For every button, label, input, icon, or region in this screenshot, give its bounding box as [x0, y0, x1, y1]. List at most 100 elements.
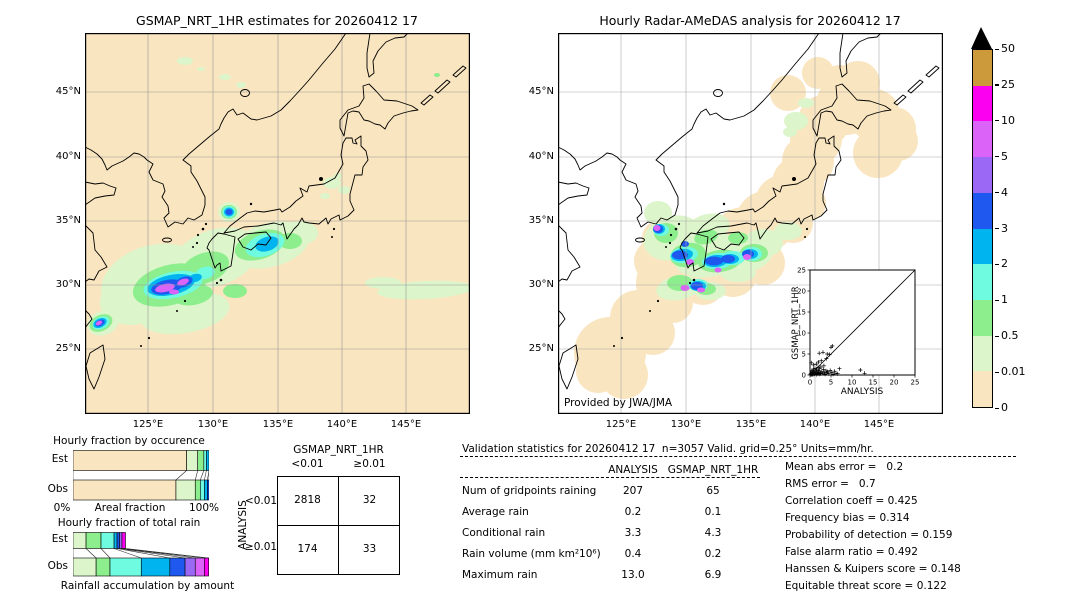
stats-col-analysis: ANALYSIS — [608, 464, 658, 476]
occurrence-axis-0: 0% — [53, 502, 71, 514]
credit-text: Provided by JWA/JMA — [564, 397, 673, 409]
left-map-lon-label: 135°E — [262, 419, 294, 430]
occurrence-axis-100: 100% — [188, 502, 220, 514]
bar-segment-est — [203, 450, 207, 471]
score-row: Mean abs error = 0.2 — [785, 461, 904, 473]
score-row: Correlation coeff = 0.425 — [785, 495, 918, 507]
occurrence-obs-label: Obs — [47, 483, 68, 495]
inset-xtick-label: 20 — [890, 379, 899, 387]
bar-segment-obs — [95, 557, 111, 577]
colorbar-tick-mark — [995, 335, 999, 337]
contingency-value-10: 174 — [297, 543, 318, 555]
inset-ytick-label: 10 — [797, 330, 806, 338]
precip-shading-gsmap — [87, 57, 470, 336]
left-map-lat-label: 35°N — [55, 215, 81, 226]
colorbar-tick-mark — [995, 228, 999, 230]
connector-line — [100, 548, 111, 559]
stats-row-label: Num of gridpoints raining — [462, 485, 597, 497]
connector-line — [113, 548, 142, 559]
colorbar-tick-label: 2 — [1001, 257, 1008, 271]
inset-xtick-label: 15 — [869, 379, 878, 387]
contingency-value-11: 33 — [362, 543, 377, 555]
totalrain-obs-label: Obs — [47, 560, 68, 572]
stats-row-label: Maximum rain — [462, 569, 538, 581]
right-map-lat-label: 25°N — [528, 343, 554, 354]
colorbar-tick-mark — [995, 407, 999, 409]
colorbar — [972, 49, 993, 408]
occurrence-est-label: Est — [51, 453, 68, 465]
colorbar-band — [973, 228, 992, 265]
stats-row-analysis-value: 13.0 — [621, 569, 645, 581]
inset-ylabel: GSMAP_NRT_1HR — [791, 286, 801, 359]
colorbar-overflow-triangle — [971, 27, 992, 49]
colorbar-tick-mark — [995, 84, 999, 86]
score-rows: Mean abs error = 0.2 RMS error = 0.7 Corre… — [785, 461, 1045, 601]
bar-segment-est — [85, 532, 102, 549]
right-map-lat-label: 40°N — [528, 151, 554, 162]
colorbar-tick-label: 10 — [1001, 113, 1015, 127]
right-map-lat-label: 30°N — [528, 279, 554, 290]
bar-segment-est — [206, 450, 209, 471]
stats-row-gsmap-value: 4.3 — [704, 527, 722, 539]
gsmap-estimate-map — [85, 33, 470, 414]
stats-row-gsmap-value: 65 — [706, 485, 720, 497]
colorbar-tick-label: 0 — [1001, 401, 1008, 414]
connector-line — [200, 470, 205, 481]
map-border — [85, 33, 470, 414]
left-map-title: GSMAP_NRT_1HR estimates for 20260412 17 — [136, 13, 418, 28]
left-map-lon-label: 130°E — [197, 419, 229, 430]
inset-xtick-label: 10 — [848, 379, 857, 387]
stats-row-gsmap-value: 0.2 — [704, 548, 722, 560]
bar-segment-obs — [184, 557, 196, 577]
identity-line — [809, 269, 916, 376]
contingency-row-label-ge: ≥0.01 — [244, 541, 278, 553]
colorbar-tick-mark — [995, 299, 999, 301]
colorbar-tick-label: 1 — [1001, 293, 1008, 307]
contingency-value-01: 32 — [362, 494, 377, 506]
totalrain-chart-title: Hourly fraction of total rain — [57, 517, 201, 529]
colorbar-band — [973, 335, 992, 372]
colorbar-band — [973, 264, 992, 300]
inset-scatter-plot: 00 5 5 10 10 15 15 20 20 25 25 ANALYSIS GSMAP_NRT_… — [791, 267, 919, 398]
colorbar-tick-mark — [995, 156, 999, 158]
right-map-lat-label: 45°N — [528, 86, 554, 97]
scatter-points — [808, 344, 867, 377]
connector-line — [204, 470, 207, 481]
stats-row: Num of gridpoints raining 207 65 — [462, 485, 792, 506]
score-row: False alarm ratio = 0.492 — [785, 546, 918, 558]
contingency-hline — [277, 525, 400, 527]
inset-xlabel: ANALYSIS — [841, 387, 884, 397]
score-row: Probability of detection = 0.159 — [785, 529, 953, 541]
right-map-title: Hourly Radar-AMeDAS analysis for 2026041… — [599, 13, 901, 28]
stats-row-gsmap-value: 0.1 — [704, 506, 722, 518]
inset-ytick-label: 25 — [797, 267, 806, 275]
occurrence-stacked-bars — [73, 450, 209, 501]
colorbar-tick-mark — [995, 263, 999, 266]
right-map-lon-label: 135°E — [735, 419, 767, 430]
stats-rows: Num of gridpoints raining 207 65 Average ra… — [462, 485, 792, 595]
connector-line — [119, 548, 186, 559]
right-map-lon-label: 145°E — [863, 419, 895, 430]
left-map-lon-label: 125°E — [132, 419, 164, 430]
colorbar-band — [973, 371, 992, 408]
occurrence-chart-title: Hourly fraction by occurence — [53, 435, 205, 447]
colorbar-tick-label: 0.5 — [1001, 329, 1019, 343]
colorbar-tick-label: 25 — [1001, 77, 1015, 91]
colorbar-tick-mark — [995, 371, 999, 373]
stats-divider-cols — [460, 477, 760, 478]
colorbar-tick-label: 3 — [1001, 221, 1008, 235]
inset-axis-ticks: 00 5 5 10 10 15 15 20 20 25 25 — [797, 267, 919, 387]
inset-xtick-label: 0 — [808, 379, 812, 387]
bar-segment-obs — [169, 557, 186, 577]
right-map-lat-label: 35°N — [528, 215, 554, 226]
right-map-lon-label: 130°E — [670, 419, 702, 430]
colorbar-band — [973, 50, 992, 86]
colorbar-tick-label: 50 — [1001, 42, 1015, 55]
stats-row-analysis-value: 0.2 — [624, 506, 642, 518]
contingency-row-label-lt: <0.01 — [244, 495, 278, 507]
bar-segment-obs — [204, 557, 209, 577]
colorbar-band — [973, 299, 992, 336]
contingency-col-group: GSMAP_NRT_1HR — [293, 444, 384, 456]
bar-segment-est — [119, 532, 123, 549]
bar-segment-est — [197, 450, 205, 471]
